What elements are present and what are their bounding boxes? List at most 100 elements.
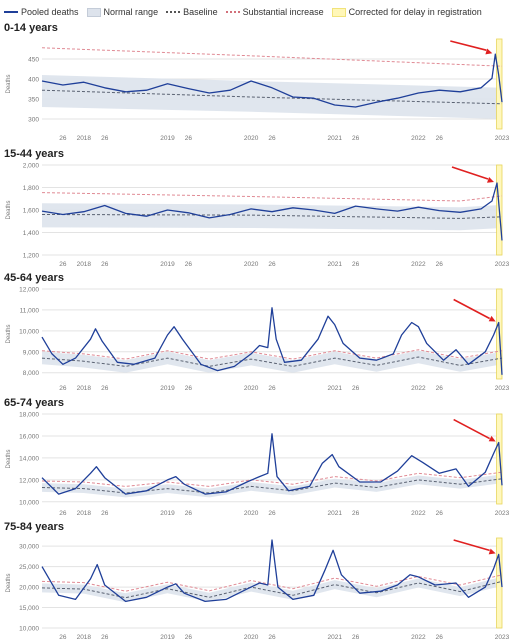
baseline-line [41,89,503,105]
panel-title: 15-44 years [4,148,64,160]
x-tick-label: 2018 [77,135,92,142]
x-tick-label: 2019 [160,135,175,142]
x-tick-label: 2019 [160,510,175,517]
x-tick-label: 26 [185,261,193,268]
correction-highlight [496,413,503,505]
panel-title: 0-14 years [4,22,58,34]
x-tick-label: 2022 [411,634,426,641]
x-tick-label: 2021 [327,510,342,517]
x-tick-label: 26 [436,510,444,517]
y-tick-label: 25,000 [19,564,39,571]
substantial-increase-line [41,47,503,67]
x-tick-label: 26 [268,634,276,641]
pooled-deaths-line [41,433,503,495]
x-tick-label: 2018 [77,385,92,392]
legend-swatch [4,11,18,13]
x-tick-label: 2020 [244,135,259,142]
y-tick-label: 10,000 [19,328,39,335]
legend-label: Pooled deaths [21,7,79,17]
y-tick-label: 12,000 [19,477,39,484]
annotation-arrow [450,40,493,55]
x-tick-label: 2018 [77,634,92,641]
x-tick-label: 2023 [495,135,510,142]
x-tick-label: 2023 [495,385,510,392]
y-tick-label: 450 [28,57,39,64]
y-tick-label: 1,600 [23,208,40,215]
y-tick-label: 2,000 [23,163,40,170]
substantial-increase-line [41,471,503,487]
normal-range-band [42,350,502,373]
legend-swatch [166,11,181,13]
y-tick-label: 8,000 [23,370,40,377]
x-tick-label: 26 [59,634,67,641]
panel-title: 65-74 years [4,397,64,409]
x-tick-label: 26 [185,385,193,392]
x-tick-label: 2019 [160,261,175,268]
legend-label: Substantial increase [242,7,324,17]
legend-item: Normal range [86,7,159,17]
legend-label: Normal range [103,7,159,17]
substantial-increase-line [41,192,503,202]
legend-item: Corrected for delay in registration [331,7,482,17]
y-tick-label: 1,400 [23,230,40,237]
x-tick-label: 2020 [244,261,259,268]
chart-panel: 10,000 12,000 14,000 16,000 18,000 Deaths 26 20… [6,412,510,518]
baseline-line [41,356,503,367]
x-tick-label: 2019 [160,634,175,641]
x-tick-label: 26 [101,510,109,517]
x-tick-label: 26 [59,385,67,392]
y-axis-label: Deaths [6,573,12,592]
chart-legend: Pooled deaths Normal range Baseline Substan… [4,3,482,21]
legend-swatch [225,11,240,13]
x-tick-label: 26 [268,510,276,517]
x-tick-label: 2022 [411,385,426,392]
chart-panel: 1,200 1,400 1,600 1,800 2,000 Deaths 26 2018 26 2… [6,163,510,269]
x-tick-label: 26 [436,634,444,641]
x-tick-label: 26 [436,261,444,268]
x-tick-label: 26 [352,385,360,392]
x-tick-label: 26 [59,261,67,268]
x-tick-label: 26 [352,135,360,142]
pooled-deaths-line [41,539,503,603]
y-tick-label: 300 [28,117,39,124]
panel-title: 45-64 years [4,272,64,284]
substantial-increase-line [41,574,503,592]
x-tick-label: 2021 [327,261,342,268]
annotation-arrow [453,539,496,555]
x-tick-label: 2018 [77,261,92,268]
x-tick-label: 26 [185,634,193,641]
y-tick-label: 350 [28,97,39,104]
pooled-deaths-line [41,182,503,241]
normal-range-band [42,474,502,498]
annotation-arrow [453,298,496,322]
normal-range-band [42,576,502,603]
y-tick-label: 1,200 [23,253,40,260]
y-tick-label: 12,000 [19,287,39,294]
y-tick-label: 1,800 [23,185,40,192]
legend-item: Baseline [166,7,218,17]
annotation-arrow [453,418,496,442]
y-axis-label: Deaths [6,200,12,219]
baseline-line [41,478,503,494]
x-tick-label: 2021 [327,634,342,641]
x-tick-label: 2023 [495,261,510,268]
x-tick-label: 2020 [244,634,259,641]
x-tick-label: 2021 [327,385,342,392]
legend-label: Corrected for delay in registration [348,7,482,17]
y-tick-label: 10,000 [19,626,39,633]
x-tick-label: 26 [101,135,109,142]
x-tick-label: 26 [268,261,276,268]
y-axis-label: Deaths [6,74,12,93]
x-tick-label: 26 [352,634,360,641]
y-tick-label: 11,000 [20,307,40,314]
y-tick-label: 400 [28,77,39,84]
x-tick-label: 26 [101,634,109,641]
y-tick-label: 18,000 [19,412,39,419]
x-tick-label: 26 [268,135,276,142]
y-tick-label: 16,000 [19,433,39,440]
legend-item: Pooled deaths [4,7,79,17]
x-tick-label: 26 [352,261,360,268]
x-tick-label: 26 [101,385,109,392]
legend-swatch [331,7,346,17]
x-tick-label: 26 [59,510,67,517]
